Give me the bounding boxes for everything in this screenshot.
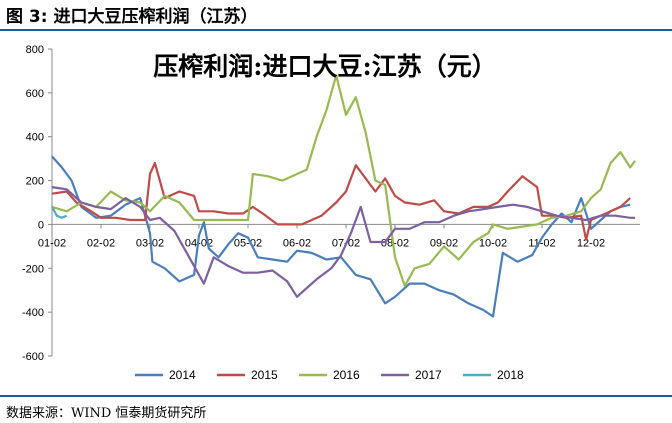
y-tick-label: 400	[26, 132, 44, 144]
x-tick-label: 10-02	[479, 237, 507, 249]
y-tick-label: 600	[26, 88, 44, 100]
figure-title: 图 3: 进口大豆压榨利润（江苏）	[6, 7, 258, 27]
source-note: 数据来源：WIND 恒泰期货研究所	[6, 406, 207, 421]
bottom-rule	[0, 395, 672, 397]
x-tick-label: 11-02	[528, 237, 555, 249]
y-tick-label: 200	[26, 176, 44, 188]
legend-label-2015: 2015	[251, 368, 278, 382]
x-tick-label: 08-02	[381, 237, 409, 249]
series-line-2015	[51, 161, 631, 241]
x-tick-label: 12-02	[577, 237, 605, 249]
legend-label-2017: 2017	[415, 368, 442, 382]
y-tick-label: -200	[22, 263, 44, 275]
x-tick-label: 09-02	[430, 237, 458, 249]
x-tick-label: 06-02	[283, 237, 311, 249]
y-tick-label: -400	[22, 307, 44, 319]
y-tick-label: -600	[22, 351, 44, 363]
chart-title: 压榨利润:进口大豆:江苏（元）	[153, 52, 496, 81]
x-tick-label: 02-02	[87, 237, 115, 249]
legend-label-2014: 2014	[169, 368, 196, 382]
series-line-2014	[51, 155, 631, 318]
y-tick-label: 800	[26, 44, 44, 56]
series-line-2016	[51, 74, 636, 287]
series-line-2017	[51, 186, 636, 298]
legend-label-2016: 2016	[333, 368, 360, 382]
series-line-2018	[51, 206, 68, 219]
y-tick-label: 0	[38, 219, 44, 231]
legend-label-2018: 2018	[497, 368, 524, 382]
top-rule	[0, 29, 672, 31]
x-tick-label: 01-02	[38, 237, 66, 249]
x-tick-label: 05-02	[234, 237, 262, 249]
